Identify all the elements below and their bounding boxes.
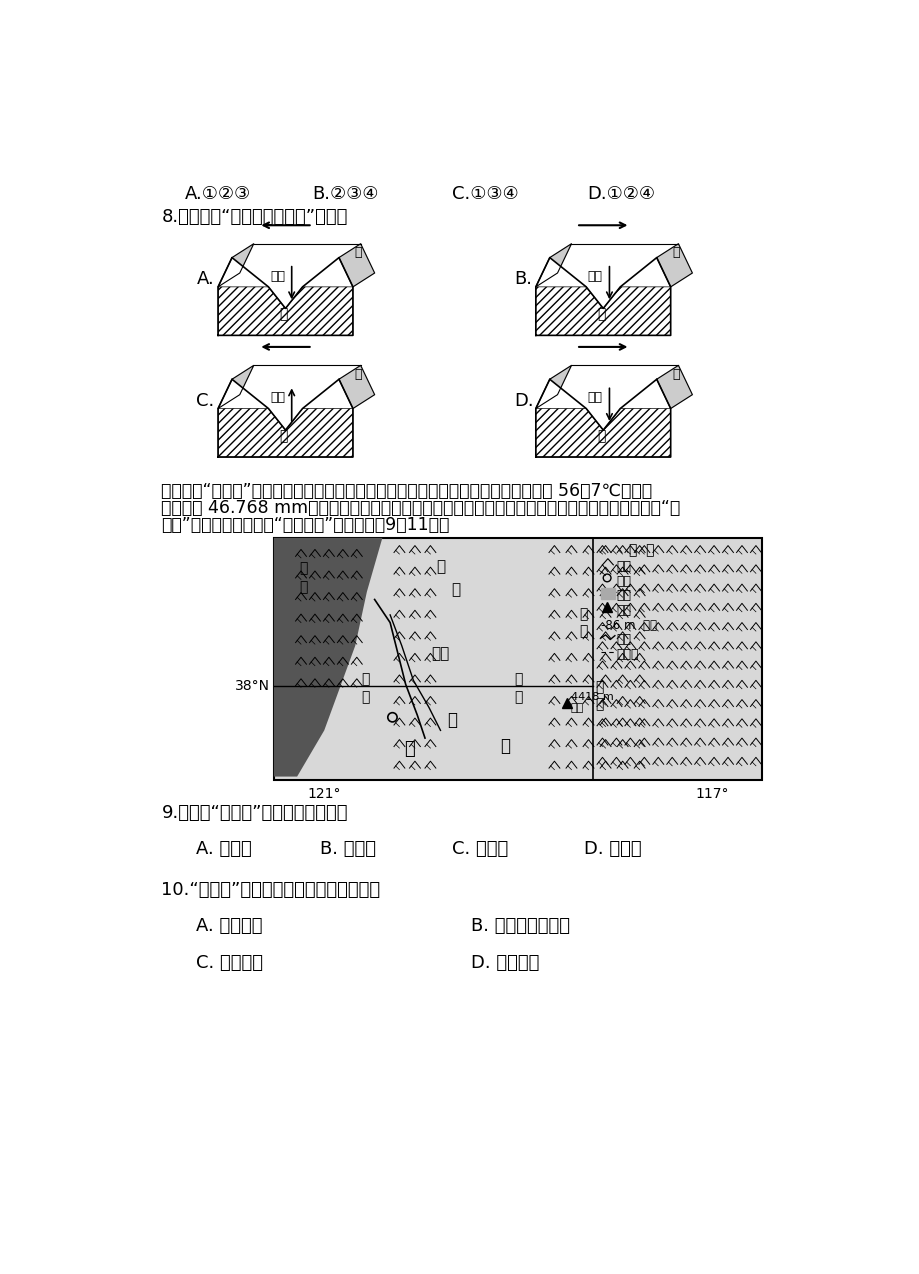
Text: 10.“死亡谷”中的动物活动时间大多集中在: 10.“死亡谷”中的动物活动时间大多集中在 (162, 880, 380, 898)
Polygon shape (600, 587, 614, 599)
Text: D. 气旋雨: D. 气旋雨 (584, 841, 641, 859)
Text: A.: A. (196, 270, 214, 288)
Text: 水量仅为 46.768 mm，既是全球最热的地区之一，也是地球上最不适合居住的地区之一。地狱般的“死: 水量仅为 46.768 mm，既是全球最热的地区之一，也是地球上最不适合居住的地… (162, 499, 680, 517)
Text: D. 秋、冬季: D. 秋、冬季 (471, 954, 539, 972)
Text: 山: 山 (672, 246, 679, 259)
Text: 城市: 城市 (616, 575, 630, 587)
Polygon shape (218, 366, 254, 409)
Polygon shape (338, 243, 374, 287)
Polygon shape (656, 366, 692, 409)
Polygon shape (535, 409, 670, 457)
Polygon shape (535, 366, 571, 409)
Text: 基盆: 基盆 (431, 646, 449, 661)
Text: 荒漠: 荒漠 (616, 590, 630, 603)
Text: 下图中的“死亡谷”两岸悬崖壁立，地势险恶。该地曾经是一个大盐湖，极端最高气温 56．7℃，年降: 下图中的“死亡谷”两岸悬崖壁立，地势险恶。该地曾经是一个大盐湖，极端最高气温 5… (162, 483, 652, 501)
Text: 121°: 121° (307, 786, 341, 800)
Text: A. 地形雨: A. 地形雨 (196, 841, 252, 859)
Text: C. 对流雨: C. 对流雨 (451, 841, 508, 859)
Text: D.①②④: D.①②④ (587, 185, 655, 204)
Text: -86 m  海拔: -86 m 海拔 (600, 619, 656, 632)
Text: C. 春、夏季: C. 春、夏季 (196, 954, 263, 972)
Polygon shape (218, 409, 353, 457)
Polygon shape (218, 257, 353, 335)
Text: B.②③④: B.②③④ (312, 185, 379, 204)
Text: 山脉: 山脉 (616, 561, 630, 573)
Text: 山: 山 (579, 608, 587, 622)
Polygon shape (535, 243, 571, 287)
Polygon shape (535, 257, 670, 335)
Text: 谷: 谷 (596, 429, 605, 443)
Text: B. 锋面雨: B. 锋面雨 (320, 841, 376, 859)
Text: 地: 地 (579, 624, 587, 638)
Text: 气流: 气流 (587, 391, 602, 404)
Text: B. 日出前后或傍晚: B. 日出前后或傍晚 (471, 917, 570, 935)
Text: D.: D. (514, 392, 533, 410)
Text: A.①②③: A.①②③ (185, 185, 251, 204)
Text: 河流: 河流 (616, 633, 630, 646)
Text: 山: 山 (513, 673, 522, 687)
Text: 地: 地 (499, 736, 509, 754)
Polygon shape (218, 287, 353, 335)
Text: C.①③④: C.①③④ (451, 185, 518, 204)
Text: 谷: 谷 (447, 711, 457, 729)
Text: 山: 山 (672, 368, 679, 381)
Text: 亡谷”，却是飞由走兽的“极乐世界”。据此完我9～11题。: 亡谷”，却是飞由走兽的“极乐世界”。据此完我9～11题。 (162, 516, 449, 534)
Text: A. 子夜前后: A. 子夜前后 (196, 917, 263, 935)
Polygon shape (535, 287, 670, 335)
Text: B.: B. (514, 270, 531, 288)
Polygon shape (218, 243, 254, 287)
Text: 海: 海 (299, 561, 307, 575)
Text: 气流: 气流 (269, 270, 285, 283)
Text: 岸: 岸 (299, 580, 307, 594)
Text: 山峰: 山峰 (616, 604, 630, 617)
Text: 谷: 谷 (596, 307, 605, 321)
Text: 时令河: 时令河 (616, 648, 638, 661)
Text: 地: 地 (595, 697, 603, 711)
Text: 8.　能体现“巴山夜雨涨秋池”图示是: 8. 能体现“巴山夜雨涨秋池”图示是 (162, 209, 347, 227)
Text: 山脉: 山脉 (570, 703, 584, 712)
Text: 谷: 谷 (279, 429, 288, 443)
Text: 脉: 脉 (513, 691, 522, 705)
Text: 谷: 谷 (279, 307, 288, 321)
Text: 4418 m: 4418 m (570, 692, 613, 702)
Bar (274, 538, 761, 781)
Text: 大: 大 (436, 559, 445, 575)
Text: 山: 山 (361, 673, 369, 687)
Text: 落: 落 (451, 582, 460, 598)
Text: 甲: 甲 (403, 740, 414, 758)
Text: 山: 山 (595, 680, 603, 694)
Text: 气流: 气流 (587, 270, 602, 283)
Text: 图  例: 图 例 (629, 543, 654, 557)
Polygon shape (535, 380, 670, 457)
Text: 117°: 117° (694, 786, 728, 800)
Text: 气流: 气流 (269, 391, 285, 404)
Polygon shape (218, 380, 353, 457)
Polygon shape (338, 366, 374, 409)
Text: 山: 山 (354, 368, 361, 381)
Text: C.: C. (196, 392, 214, 410)
Text: 9.　图中“死亡谷”的少量降水主要是: 9. 图中“死亡谷”的少量降水主要是 (162, 804, 347, 822)
Text: 38°N: 38°N (234, 679, 269, 693)
Polygon shape (656, 243, 692, 287)
Text: 脉: 脉 (361, 691, 369, 705)
Text: 山: 山 (354, 246, 361, 259)
Polygon shape (274, 538, 382, 777)
